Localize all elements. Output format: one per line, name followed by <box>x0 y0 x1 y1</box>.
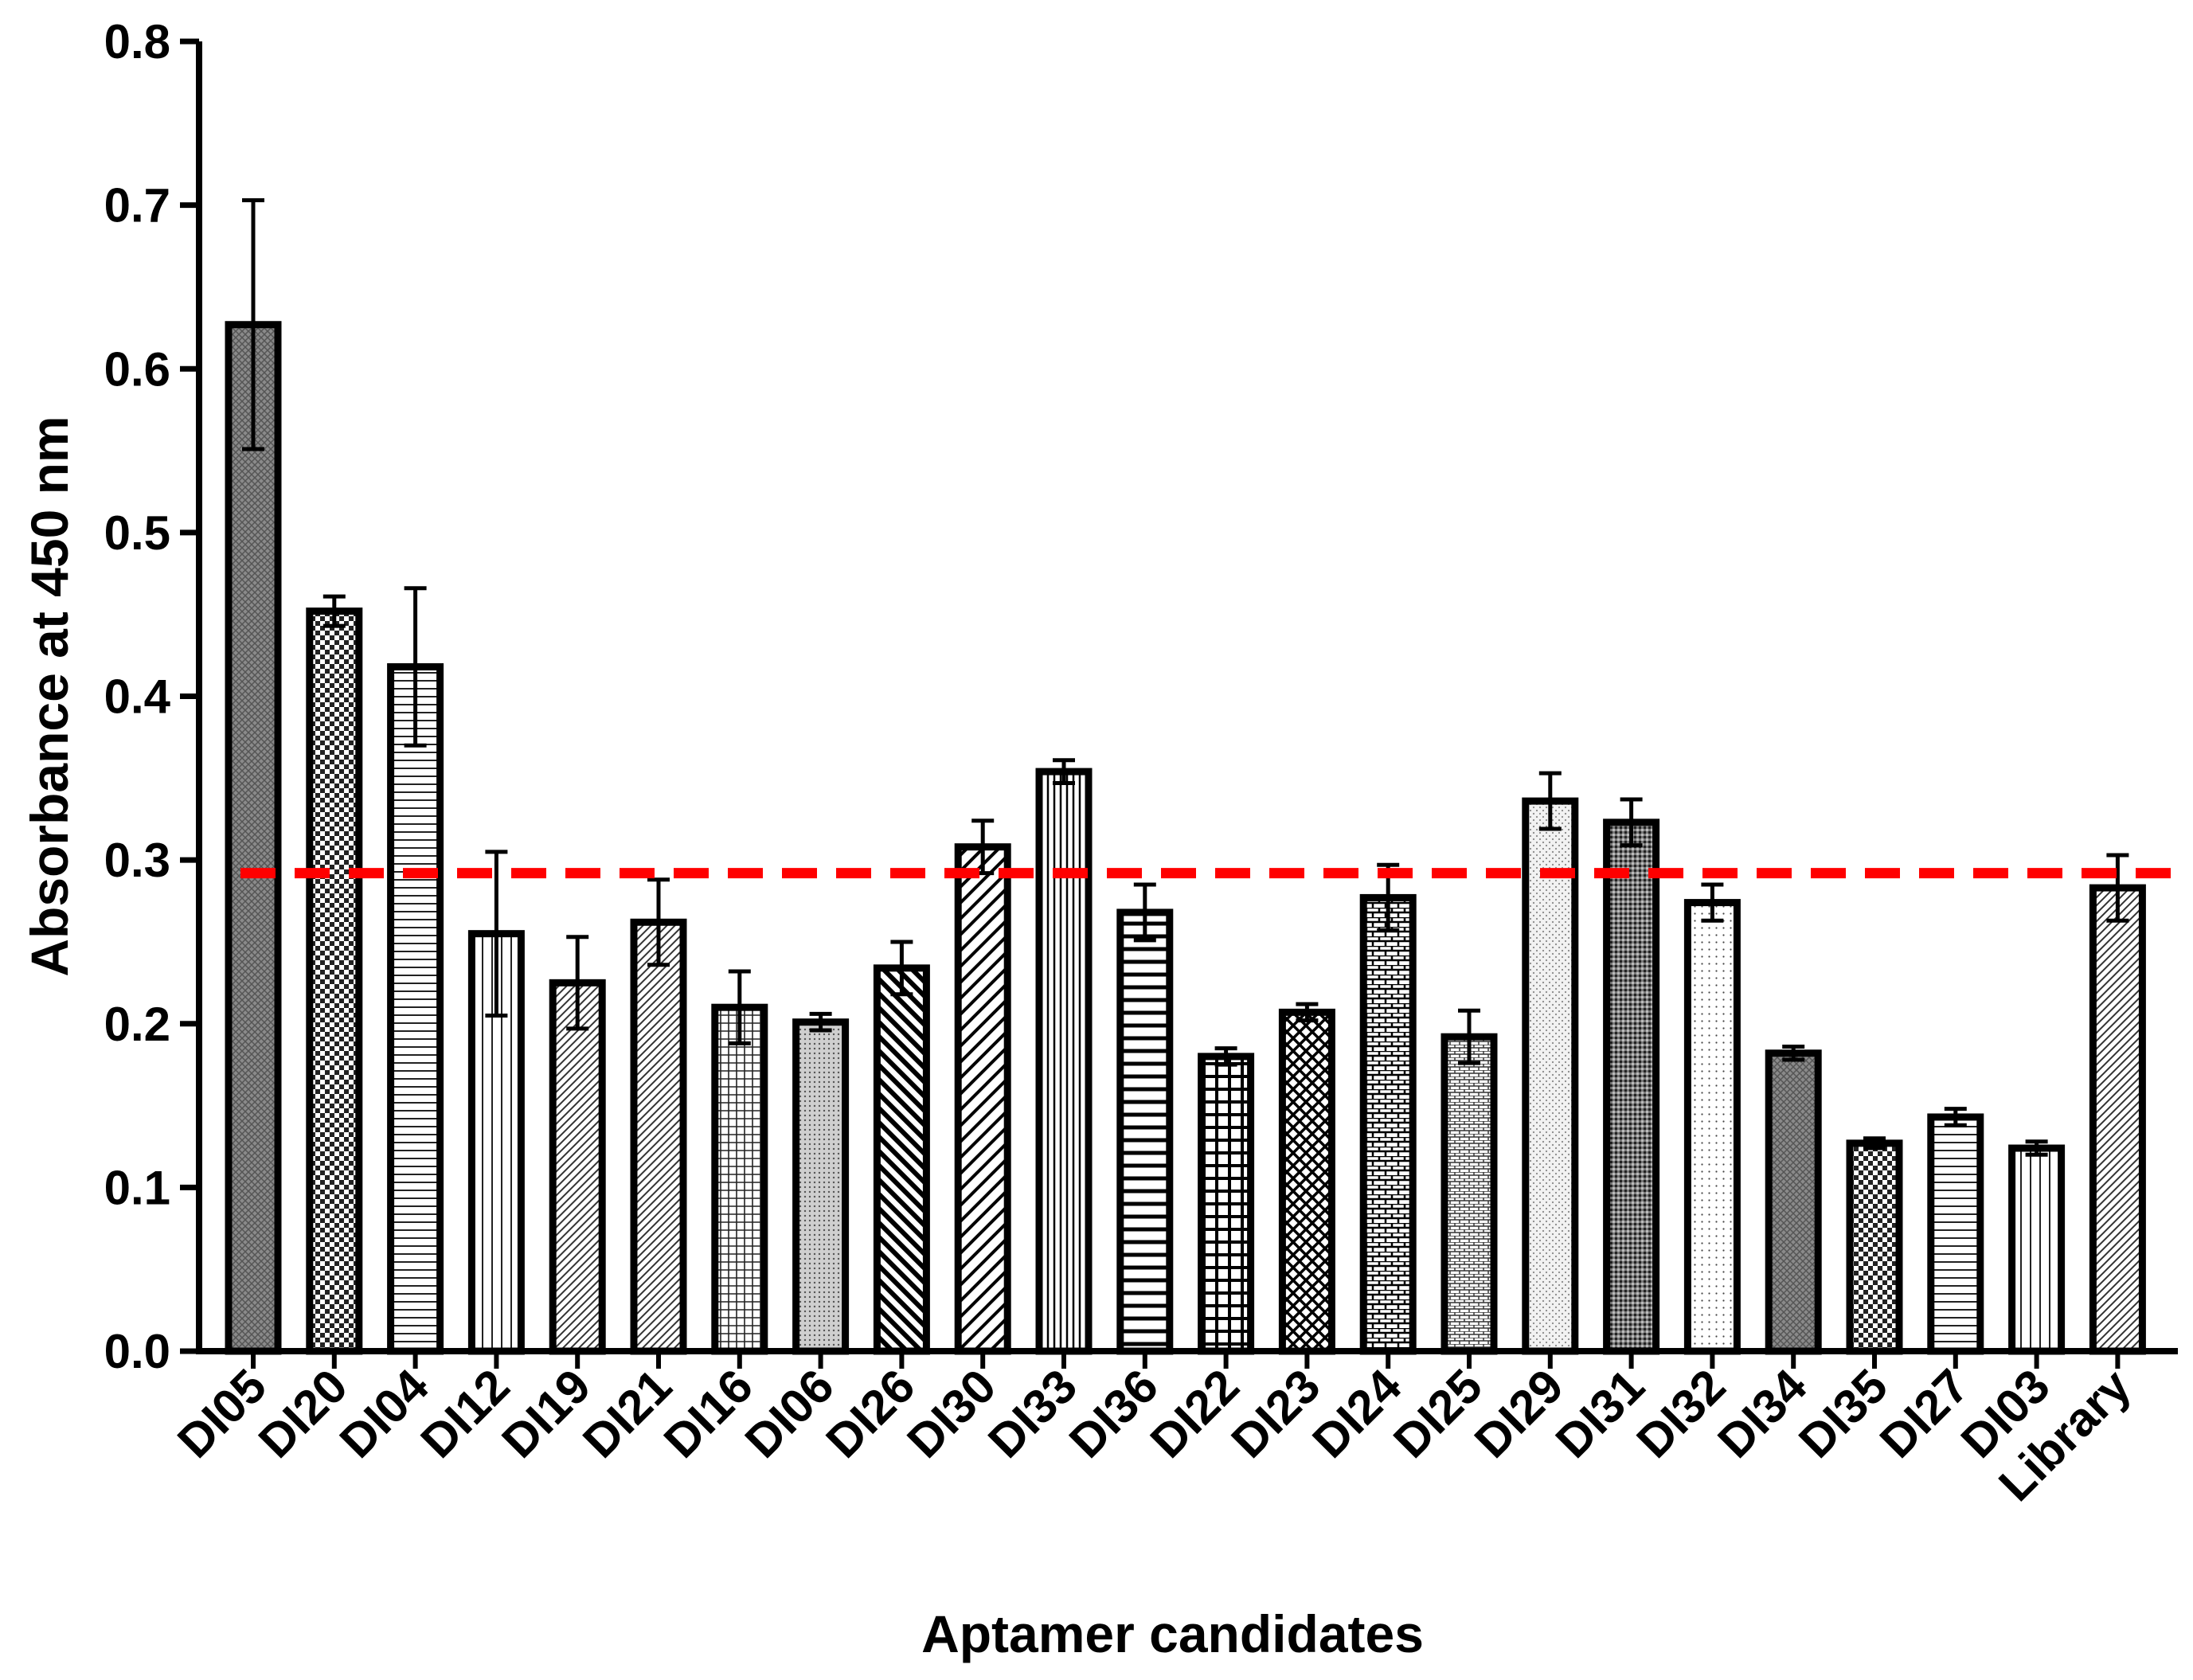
y-tick-label: 0.2 <box>104 998 170 1051</box>
y-tick-label: 0.7 <box>104 179 170 232</box>
error-bar-di35 <box>1863 1136 1886 1151</box>
bar-di21 <box>630 918 687 1355</box>
x-tick-label: DI26 <box>816 1359 925 1468</box>
x-tick-label: DI29 <box>1464 1359 1573 1468</box>
bar-di23 <box>1278 1008 1335 1355</box>
x-tick-label: DI31 <box>1546 1359 1655 1468</box>
y-tick-label: 0.4 <box>104 670 171 724</box>
x-tick-label: DI30 <box>897 1359 1006 1468</box>
bar-di26 <box>873 964 930 1355</box>
x-tick-label: DI22 <box>1140 1359 1249 1468</box>
error-bars-layer <box>242 197 2129 1157</box>
error-bar-di05 <box>242 197 264 451</box>
bar-di25 <box>1440 1033 1498 1355</box>
error-bar-di27 <box>1944 1107 1967 1127</box>
x-tick-label: DI35 <box>1788 1359 1898 1468</box>
error-bar-di06 <box>809 1011 832 1033</box>
y-tick-label: 0.1 <box>104 1161 170 1214</box>
x-tick-label: DI16 <box>654 1359 763 1468</box>
bar-di03 <box>2008 1144 2066 1355</box>
bar-di16 <box>711 1003 768 1355</box>
bar-library <box>2089 884 2146 1355</box>
error-bar-di19 <box>566 935 589 1031</box>
error-bar-di04 <box>404 586 427 748</box>
x-tick-label: DI05 <box>167 1359 276 1468</box>
bar-di31 <box>1603 819 1660 1355</box>
x-tick-label: DI04 <box>330 1358 439 1467</box>
error-bar-di36 <box>1133 882 1156 943</box>
error-bar-di03 <box>2025 1139 2048 1157</box>
bar-di05 <box>225 321 282 1355</box>
x-tick-label: DI19 <box>491 1359 600 1468</box>
x-tick-label: DI27 <box>1870 1359 1979 1468</box>
bar-di29 <box>1522 797 1579 1355</box>
bar-di24 <box>1359 893 1417 1355</box>
error-bar-di34 <box>1782 1045 1805 1062</box>
x-tick-label: DI12 <box>411 1359 520 1468</box>
x-tick-label: DI06 <box>735 1359 844 1468</box>
y-tick-label: 0.5 <box>104 506 170 560</box>
bars-layer <box>225 321 2146 1355</box>
bar-di36 <box>1116 908 1174 1355</box>
bar-di19 <box>549 979 606 1355</box>
error-bar-di22 <box>1214 1046 1237 1067</box>
bar-di35 <box>1846 1139 1903 1355</box>
x-tick-label: DI36 <box>1059 1359 1168 1468</box>
error-bar-di20 <box>322 594 346 628</box>
x-tick-label: DI34 <box>1707 1358 1816 1467</box>
x-ticks: DI05DI20DI04DI12DI19DI21DI16DI06DI26DI30… <box>167 1351 2141 1511</box>
error-bar-di21 <box>647 877 670 967</box>
bar-di34 <box>1765 1049 1822 1355</box>
y-ticks: 0.0 0.1 0.2 0.3 0.4 0.5 0.6 0.7 0.8 <box>104 15 199 1378</box>
x-tick-label: DI24 <box>1302 1358 1411 1467</box>
error-bar-library <box>2106 853 2129 923</box>
x-tick-label: DI32 <box>1627 1359 1736 1468</box>
error-bar-di29 <box>1538 771 1562 831</box>
bar-di32 <box>1683 899 1741 1355</box>
bar-di22 <box>1198 1053 1255 1355</box>
y-tick-label: 0.0 <box>104 1325 170 1378</box>
error-bar-di26 <box>890 940 913 997</box>
y-tick-label: 0.6 <box>104 342 170 396</box>
x-tick-label: DI21 <box>573 1359 682 1468</box>
y-tick-label: 0.3 <box>104 834 170 887</box>
error-bar-di31 <box>1620 797 1643 848</box>
y-axis-title: Absorbance at 450 nm <box>20 416 79 976</box>
bar-di30 <box>954 843 1011 1355</box>
x-tick-label: DI25 <box>1383 1359 1492 1468</box>
y-tick-label: 0.8 <box>104 15 170 68</box>
x-tick-label: DI33 <box>978 1359 1087 1468</box>
error-bar-di23 <box>1296 1002 1319 1023</box>
bar-di06 <box>792 1018 850 1355</box>
error-bar-di25 <box>1458 1008 1480 1065</box>
error-bar-di32 <box>1701 882 1724 923</box>
x-axis-title: Aptamer candidates <box>921 1604 1424 1663</box>
bar-di04 <box>387 662 444 1355</box>
bar-di33 <box>1035 768 1093 1355</box>
bar-di20 <box>306 608 363 1355</box>
x-tick-label: DI23 <box>1222 1359 1331 1468</box>
error-bar-di12 <box>485 850 508 1018</box>
error-bar-di33 <box>1053 758 1075 785</box>
bar-di27 <box>1927 1113 1984 1355</box>
error-bar-di16 <box>728 969 751 1045</box>
x-tick-label: DI20 <box>248 1359 358 1468</box>
